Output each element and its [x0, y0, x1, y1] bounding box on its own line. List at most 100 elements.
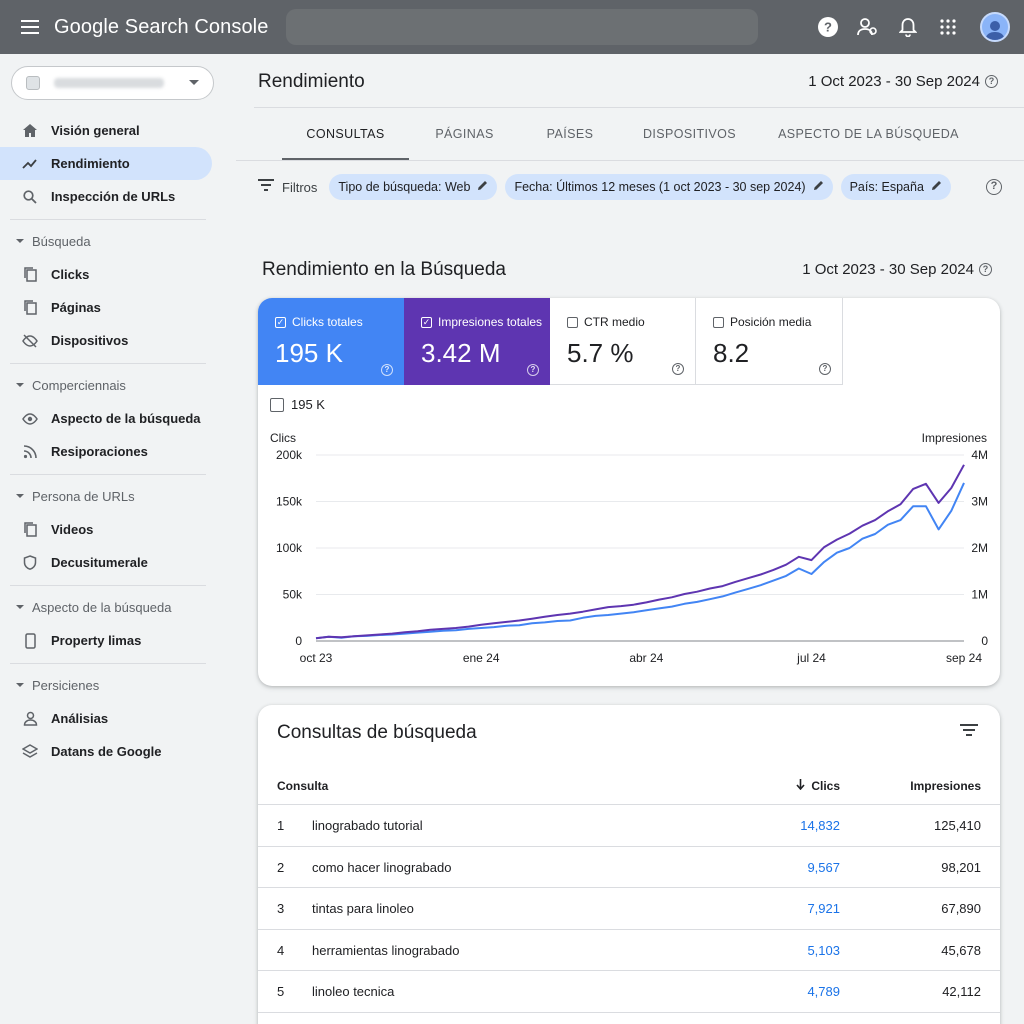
help-icon[interactable]: ?: [819, 363, 831, 375]
y-tick-label-left: 50k: [283, 588, 303, 602]
table-row[interactable]: 3 tintas para linoleo 7,921 67,890: [258, 888, 1000, 930]
shield-icon: [22, 555, 38, 571]
filter-chip-country[interactable]: País: España: [840, 174, 951, 200]
sidebar-section-persona-urls[interactable]: Persona de URLs: [16, 486, 135, 506]
sidebar-item-videos[interactable]: Videos: [0, 513, 212, 546]
sidebar-item-label: Inspección de URLs: [51, 189, 176, 204]
help-icon[interactable]: ?: [979, 263, 992, 276]
sidebar-item-aspecto-busqueda[interactable]: Aspecto de la búsqueda: [0, 402, 212, 435]
column-header-query[interactable]: Consulta: [277, 779, 329, 793]
tab-paginas[interactable]: PÁGINAS: [435, 127, 494, 141]
metric-position[interactable]: Posición media 8.2 ?: [696, 298, 843, 385]
tab-consultas[interactable]: CONSULTAS: [282, 108, 409, 160]
metric-label: Impresiones totales: [438, 315, 543, 329]
tab-paises[interactable]: PAÍSES: [546, 127, 594, 141]
caret-down-icon: [16, 239, 24, 243]
help-icon[interactable]: ?: [381, 364, 393, 376]
table-row[interactable]: 4 herramientas linograbado 5,103 45,678: [258, 930, 1000, 971]
checkbox-icon[interactable]: [713, 316, 724, 328]
search-input[interactable]: [286, 9, 758, 45]
metric-clicks-total[interactable]: ✓ Clicks totales 195 K ?: [258, 298, 404, 385]
filter-list-icon[interactable]: [258, 178, 274, 196]
impressions-value: 98,201: [941, 859, 981, 875]
clicks-value: 7,921: [807, 901, 840, 916]
checkbox-icon[interactable]: [567, 316, 578, 328]
property-selector[interactable]: [11, 66, 214, 100]
divider: [254, 107, 1024, 108]
filter-chip-search-type[interactable]: Tipo de búsqueda: Web: [329, 174, 498, 200]
sidebar-item-label: Decusitumerale: [51, 555, 148, 570]
x-tick-label: sep 24: [946, 651, 982, 665]
sidebar-item-vision-general[interactable]: Visión general: [0, 114, 212, 147]
sidebar-item-datans-google[interactable]: Datans de Google: [0, 735, 212, 768]
table-row[interactable]: 2 como hacer linograbado 9,567 98,201: [258, 847, 1000, 888]
checkbox-checked-icon[interactable]: ✓: [421, 316, 432, 328]
sidebar-section-persicienes[interactable]: Persicienes: [16, 675, 99, 695]
divider: [10, 219, 206, 220]
person-icon: [22, 711, 38, 727]
help-icon[interactable]: ?: [672, 363, 684, 375]
sidebar-item-property-limas[interactable]: Property limas: [0, 624, 212, 657]
sidebar-section-comperciennais[interactable]: Comperciennais: [16, 375, 126, 395]
divider: [10, 663, 206, 664]
clicks-value: 4,789: [807, 984, 840, 999]
tab-aspecto-busqueda[interactable]: ASPECTO DE LA BÚSQUEDA: [778, 127, 959, 141]
section-label: Comperciennais: [32, 377, 126, 393]
filter-chip-date[interactable]: Fecha: Últimos 12 meses (1 oct 2023 - 30…: [505, 174, 833, 200]
column-header-impressions[interactable]: Impresiones: [910, 779, 981, 793]
sidebar-item-resiporaciones[interactable]: Resiporaciones: [0, 435, 212, 468]
row-number: 2: [277, 859, 285, 875]
divider: [10, 363, 206, 364]
sidebar-item-decusitumerale[interactable]: Decusitumerale: [0, 546, 212, 579]
chip-label: Fecha: Últimos 12 meses (1 oct 2023 - 30…: [514, 180, 806, 194]
column-header-clicks[interactable]: Clics: [796, 779, 840, 793]
sidebar-item-paginas[interactable]: Páginas: [0, 291, 212, 324]
checkbox-checked-icon[interactable]: ✓: [275, 316, 286, 328]
table-row[interactable]: 5 linoleo tecnica 4,789 42,112: [258, 971, 1000, 1013]
metric-label: Clicks totales: [292, 315, 363, 329]
app-title[interactable]: Google Search Console: [54, 15, 269, 38]
date-range-text: 1 Oct 2023 - 30 Sep 2024: [802, 261, 974, 278]
row-number: 1: [277, 818, 285, 833]
sidebar-item-label: Rendimiento: [51, 156, 130, 171]
sidebar-section-busqueda[interactable]: Búsqueda: [16, 231, 91, 251]
line-chart[interactable]: Clics Impresiones 0 0 50k 1M 100k 2M 150k 3M 200k 4…: [258, 428, 1000, 678]
sidebar-item-label: Resiporaciones: [51, 444, 148, 459]
rss-icon: [22, 444, 38, 460]
sidebar-item-dispositivos[interactable]: Dispositivos: [0, 324, 212, 357]
table-row[interactable]: 1 linograbado tutorial 14,832 125,410: [258, 805, 1000, 847]
checkbox-icon[interactable]: [270, 397, 284, 412]
apps-grid-icon[interactable]: [928, 7, 968, 47]
table-title: Consultas de búsqueda: [277, 722, 477, 743]
notifications-icon[interactable]: [888, 7, 928, 47]
layers-icon: [22, 744, 38, 760]
metric-ctr[interactable]: CTR medio 5.7 % ?: [550, 298, 696, 385]
help-icon[interactable]: ?: [986, 179, 1002, 195]
legend-checkbox[interactable]: 195 K: [270, 397, 325, 412]
help-icon[interactable]: ?: [527, 364, 539, 376]
performance-date-range[interactable]: 1 Oct 2023 - 30 Sep 2024 ?: [802, 261, 992, 278]
top-app-bar: Google Search Console ?: [0, 0, 1024, 54]
help-icon[interactable]: ?: [985, 75, 998, 88]
date-range[interactable]: 1 Oct 2023 - 30 Sep 2024 ?: [808, 73, 998, 90]
copy-icon: [22, 522, 38, 538]
metric-impressions-total[interactable]: ✓ Impresiones totales 3.42 M ?: [404, 298, 550, 385]
sidebar-item-rendimiento[interactable]: Rendimiento: [0, 147, 212, 180]
query-text: herramientas linograbado: [312, 942, 460, 958]
sidebar-section-aspecto-busqueda[interactable]: Aspecto de la búsqueda: [16, 597, 172, 617]
sidebar-item-inspeccion-urls[interactable]: Inspección de URLs: [0, 180, 212, 213]
help-icon[interactable]: ?: [808, 7, 848, 47]
tab-dispositivos[interactable]: DISPOSITIVOS: [642, 127, 736, 141]
sidebar-item-label: Dispositivos: [51, 333, 129, 348]
row-number: 4: [277, 942, 285, 958]
sidebar-item-clicks[interactable]: Clicks: [0, 258, 212, 291]
sidebar-item-analisias[interactable]: Análisias: [0, 702, 212, 735]
chip-label: Tipo de búsqueda: Web: [338, 180, 471, 194]
manage-users-icon[interactable]: [848, 7, 888, 47]
menu-icon[interactable]: [18, 15, 42, 39]
sidebar: Visión general Rendimiento Inspección de…: [0, 54, 236, 1024]
series-line-clics: [315, 482, 965, 640]
filter-list-icon[interactable]: [960, 723, 982, 743]
caret-down-icon: [16, 605, 24, 609]
avatar[interactable]: [980, 12, 1010, 42]
